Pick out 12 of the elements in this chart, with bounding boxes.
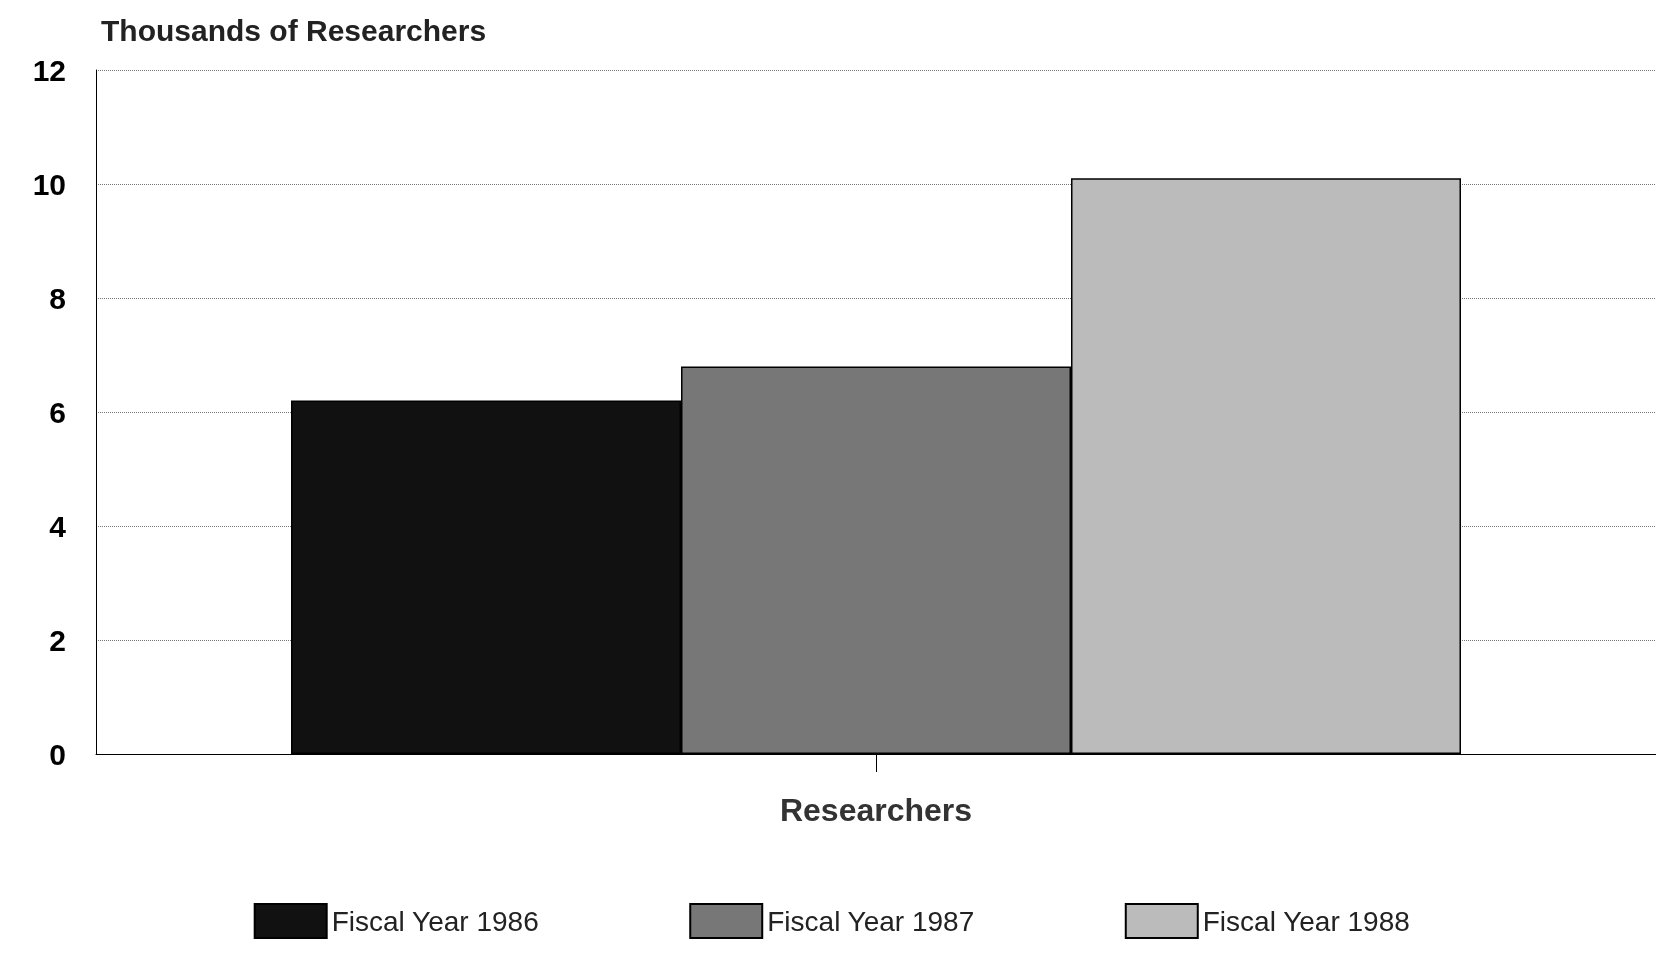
legend-label: Fiscal Year 1988 (1202, 905, 1410, 937)
y-tick-label: 12 (32, 53, 66, 87)
y-tick-label: 0 (49, 737, 66, 771)
y-tick-label: 8 (49, 281, 66, 315)
legend-label: Fiscal Year 1987 (767, 905, 975, 937)
y-tick-label: 4 (49, 509, 67, 543)
y-tick-label: 2 (49, 623, 66, 657)
x-tick-label: Researchers (779, 792, 973, 828)
y-axis-title: Thousands of Researchers (101, 13, 487, 47)
y-tick-label: 10 (32, 167, 66, 201)
legend-label: Fiscal Year 1986 (331, 905, 539, 937)
y-tick-label: 6 (49, 395, 66, 429)
